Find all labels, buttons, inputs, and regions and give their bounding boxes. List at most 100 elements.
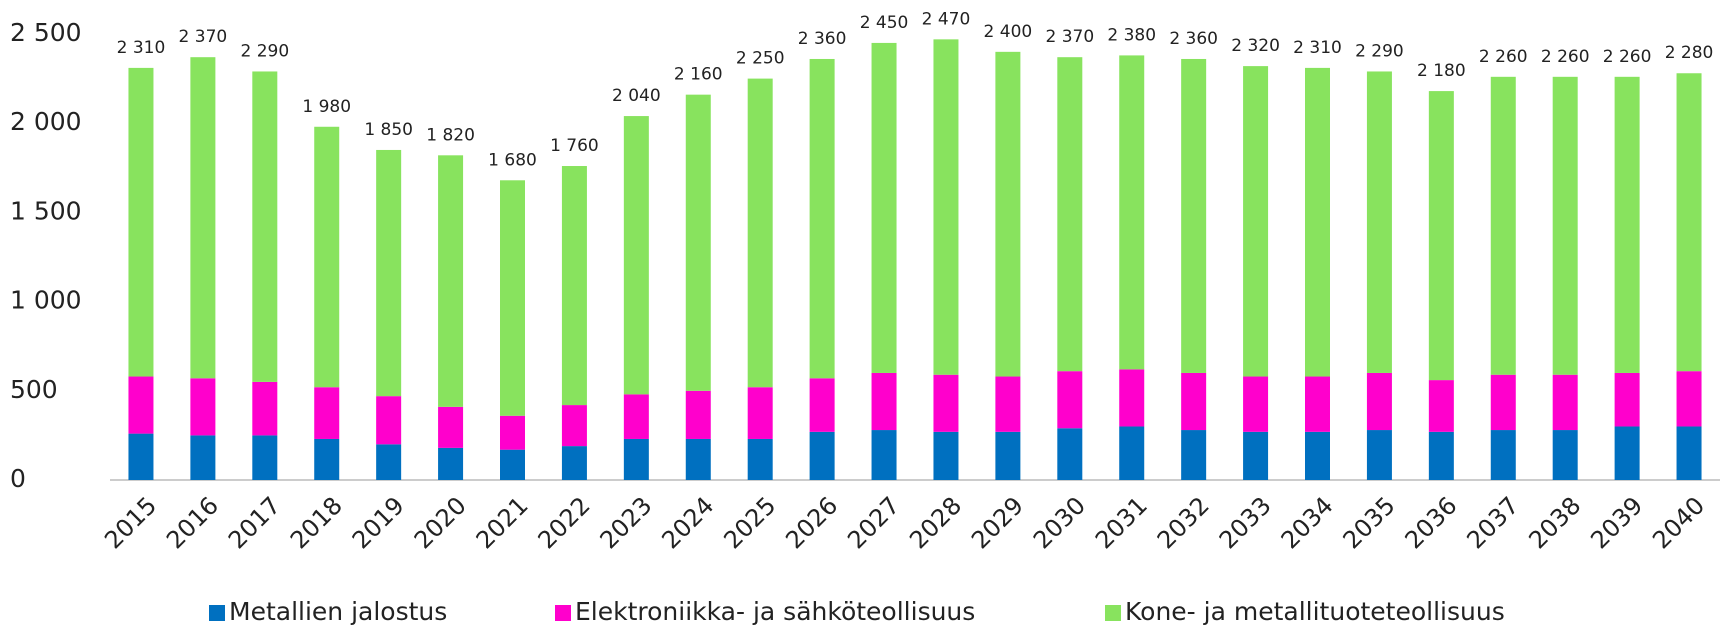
bar-segment [747,387,773,439]
bar-segment [561,446,587,480]
x-tick-label: 2035 [1338,491,1401,554]
legend-swatch [1105,605,1121,621]
total-label: 2 260 [1541,47,1590,67]
bar-segment [314,126,340,388]
bar-segment [1428,91,1454,381]
y-tick-label: 1 000 [10,286,82,315]
total-label: 2 260 [1603,47,1652,67]
bar-segment [1428,431,1454,480]
x-tick-label: 2033 [1214,491,1277,554]
total-label: 2 370 [1045,27,1094,47]
total-label: 1 680 [488,150,537,170]
x-tick-label: 2031 [1090,491,1153,554]
bar-segment [809,431,835,480]
total-label: 2 380 [1107,25,1156,45]
bar-segment [1490,76,1516,375]
bar-segment [438,447,464,480]
bar-segment [190,435,216,480]
y-tick-label: 1 500 [10,196,82,225]
x-tick-label: 2016 [161,491,224,554]
x-tick-label: 2024 [656,491,719,554]
bar-segment [1366,71,1392,373]
bar-segment [1614,426,1640,480]
bar-segment [500,415,525,450]
bar-segment [314,438,340,480]
total-label: 2 160 [674,65,723,85]
bar-segment [995,431,1021,480]
x-tick-label: 2036 [1400,491,1463,554]
bar-segment [1181,58,1207,373]
bar-segment [995,376,1021,432]
bar-segment [128,376,154,434]
bar-segment [623,394,649,439]
bar-segment [438,406,464,448]
bar-segment [871,42,897,373]
bar-segment [1490,374,1516,431]
legend-swatch [209,605,225,621]
bar-segment [1305,431,1330,480]
bar-segment [500,449,525,480]
x-tick-label: 2020 [409,491,472,554]
bar-segment [809,378,835,432]
legend-label: Kone- ja metallituoteteollisuus [1125,597,1505,626]
legend-label: Elektroniikka- ja sähköteollisuus [575,597,975,626]
total-label: 2 290 [240,41,289,61]
bar-segment [1057,371,1083,429]
bar-segment [1676,426,1702,480]
bar-segment [252,381,278,436]
y-tick-label: 0 [10,464,26,493]
bar-segment [995,51,1021,377]
bar-segment [190,378,216,436]
bar-segment [1428,380,1454,432]
total-label: 1 760 [550,136,599,156]
x-tick-label: 2022 [533,491,596,554]
bar-segment [376,149,402,397]
bar-segment [1243,376,1269,432]
total-label: 2 360 [798,29,847,49]
bar-segment [1243,431,1269,480]
total-label: 2 280 [1665,43,1714,63]
bar-segment [1366,430,1392,480]
x-tick-label: 2015 [99,491,162,554]
total-label: 2 290 [1355,41,1404,61]
x-tick-label: 2017 [223,491,286,554]
total-label: 2 370 [179,27,228,47]
total-label: 2 400 [984,22,1033,42]
bar-segment [561,405,587,447]
legend-swatch [555,605,571,621]
bar-segment [1366,372,1392,431]
total-label: 2 180 [1417,61,1466,81]
bar-segment [252,71,278,382]
x-tick-label: 2034 [1276,491,1339,554]
bar-segment [314,387,340,439]
bar-segment [1181,372,1207,431]
bar-segment [685,390,711,439]
bar-segment [128,67,154,377]
x-tick-label: 2039 [1585,491,1648,554]
total-label: 2 310 [1293,38,1342,58]
bar-segment [1181,430,1207,480]
bar-segment [747,438,773,480]
total-label: 2 310 [117,38,166,58]
bar-segment [623,116,649,395]
y-tick-label: 2 500 [10,18,82,47]
x-tick-label: 2040 [1647,491,1710,554]
x-tick-label: 2032 [1152,491,1215,554]
x-tick-label: 2021 [471,491,534,554]
x-tick-label: 2030 [1028,491,1091,554]
bar-segment [623,438,649,480]
total-label: 2 360 [1169,29,1218,49]
total-label: 2 260 [1479,47,1528,67]
bar-segment [500,180,525,416]
bar-segment [685,438,711,480]
bar-segment [1119,369,1145,427]
total-label: 2 470 [922,9,971,29]
total-label: 2 320 [1231,36,1280,56]
total-label: 1 980 [302,97,351,117]
bar-segment [1057,57,1083,372]
x-tick-label: 2018 [285,491,348,554]
total-label: 1 820 [426,125,475,145]
bar-segment [871,372,897,431]
x-tick-label: 2029 [966,491,1029,554]
